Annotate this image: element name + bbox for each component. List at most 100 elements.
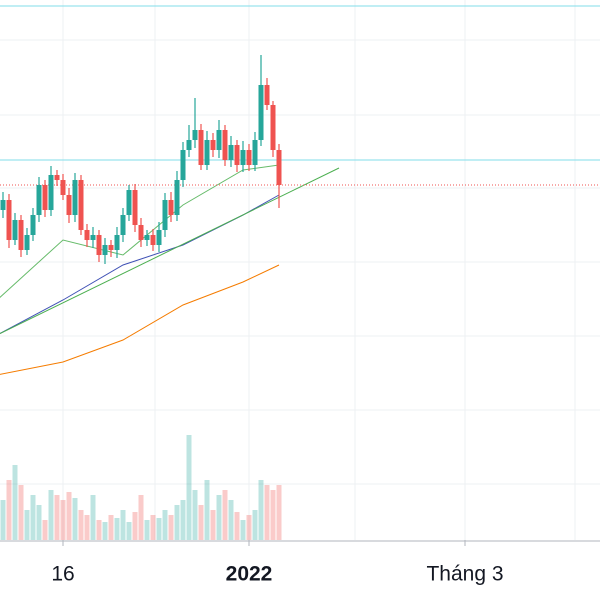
volume-bar (18, 485, 24, 540)
volume-bar (120, 510, 126, 540)
candle-body (48, 175, 54, 210)
candle-body (72, 180, 78, 215)
volume-bar (228, 500, 234, 540)
volume-bar (132, 512, 138, 540)
candle-body (36, 185, 42, 215)
candle-body (6, 200, 12, 240)
candle-body (186, 140, 192, 150)
volume-bar (30, 495, 36, 540)
candle-body (222, 130, 228, 160)
volume-bar (258, 480, 264, 540)
candle-body (204, 140, 210, 165)
candle-body (108, 245, 114, 250)
candle-body (54, 175, 60, 180)
x-tick-label: 16 (51, 563, 74, 586)
candle-body (162, 200, 168, 230)
volume-bar (216, 495, 222, 540)
volume-bar (168, 515, 174, 540)
candle-body (78, 180, 84, 230)
candle-body (60, 180, 66, 195)
candle-body (138, 225, 144, 240)
volume-bar (102, 522, 108, 540)
candle-body (276, 150, 282, 185)
candle-body (180, 150, 186, 180)
volume-bar (12, 465, 18, 540)
candle-body (132, 190, 138, 225)
candle-body (126, 190, 132, 215)
volume-bar (6, 480, 12, 540)
candle-body (234, 145, 240, 165)
volume-bar (84, 515, 90, 540)
volume-bar (252, 510, 258, 540)
line (0, 264, 280, 375)
candle-body (42, 185, 48, 210)
volume-bar (42, 520, 48, 540)
candle-body (12, 220, 18, 240)
x-tick-label: Tháng 3 (426, 563, 503, 586)
candle-body (174, 180, 180, 215)
candle-body (102, 245, 108, 255)
candle-body (120, 215, 126, 235)
candle-body (252, 140, 258, 165)
candle-body (66, 195, 72, 215)
candle-body (228, 145, 234, 160)
volume-bar (126, 522, 132, 540)
candle-body (90, 235, 96, 240)
volume-bar (48, 490, 54, 540)
volume-bar (108, 515, 114, 540)
candle-body (168, 200, 174, 215)
candle-body (96, 235, 102, 255)
candle-body (270, 105, 276, 150)
volume-bar (264, 485, 270, 540)
volume-bar (96, 520, 102, 540)
volume-bar (60, 500, 66, 540)
candle-body (240, 150, 246, 165)
volume-bar (72, 498, 78, 540)
volume-bar (114, 518, 120, 540)
volume-bar (144, 520, 150, 540)
candle-body (198, 130, 204, 165)
volume-bar (180, 500, 186, 540)
volume-bar (234, 512, 240, 540)
volume-bar (66, 492, 72, 540)
candle-body (144, 235, 150, 240)
volume-bar (36, 505, 42, 540)
volume-bar (162, 510, 168, 540)
line (0, 167, 340, 335)
volume-bar (204, 480, 210, 540)
volume-bar (246, 515, 252, 540)
volume-bar (90, 495, 96, 540)
volume-bar (198, 505, 204, 540)
candle-body (0, 200, 6, 210)
candle-body (192, 130, 198, 140)
candle-body (114, 235, 120, 250)
x-tick-label: 2022 (226, 563, 273, 586)
volume-bar (240, 520, 246, 540)
candle-body (246, 150, 252, 165)
volume-bar (174, 505, 180, 540)
candle-body (150, 235, 156, 245)
volume-bar (138, 495, 144, 540)
volume-bar (222, 490, 228, 540)
candle-body (210, 140, 216, 150)
candle-body (30, 215, 36, 235)
candle-body (24, 235, 30, 250)
candle-body (156, 230, 162, 245)
candle-body (84, 230, 90, 240)
volume-bar (186, 435, 192, 540)
volume-bar (270, 490, 276, 540)
volume-bar (210, 510, 216, 540)
volume-bar (0, 500, 6, 540)
candle-body (216, 130, 222, 150)
candle-body (258, 85, 264, 140)
candle-body (18, 220, 24, 250)
grid (0, 0, 600, 540)
volume-bar (54, 495, 60, 540)
volume-bar (156, 518, 162, 540)
candle-body (264, 85, 270, 105)
volume-bar (192, 490, 198, 540)
volume-bar (24, 510, 30, 540)
volume-bar (276, 485, 282, 540)
volume-bar (150, 515, 156, 540)
